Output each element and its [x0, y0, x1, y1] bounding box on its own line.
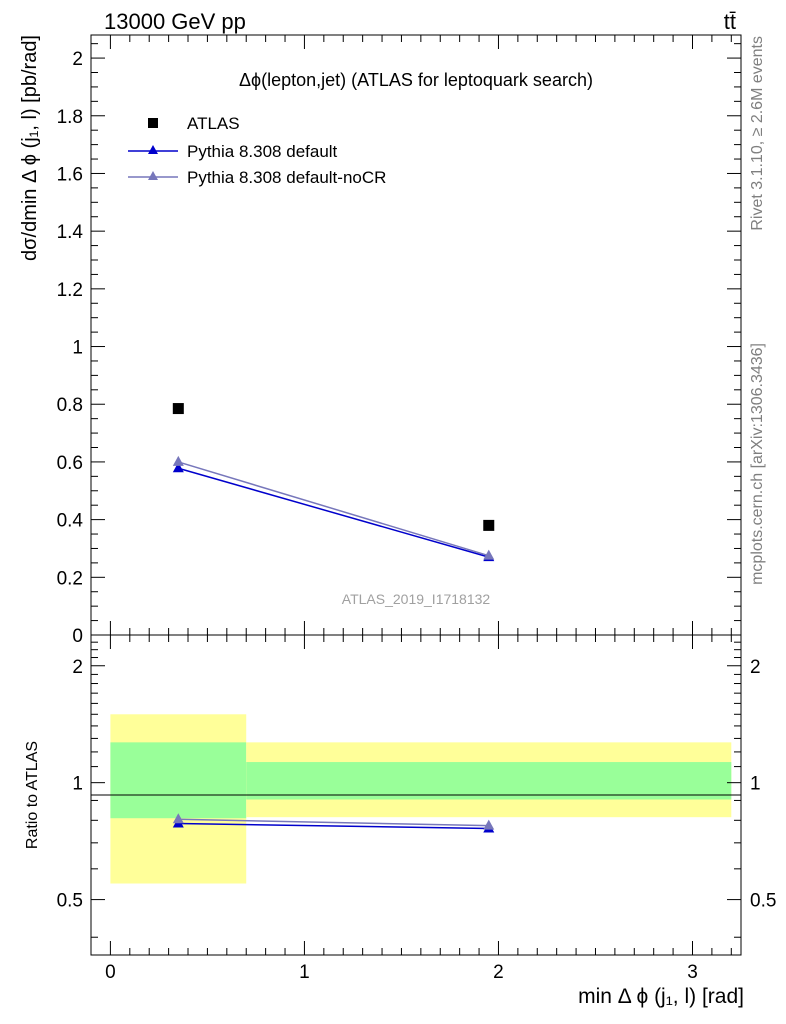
main-x-ticks: [109, 35, 732, 635]
main-y-tick-label: 0.6: [57, 453, 83, 474]
main-y-tick-label: 0.4: [57, 511, 84, 532]
legend-pythia-nocr-marker: [148, 171, 158, 180]
atlas-data-point: [483, 519, 495, 531]
ratio-panel-frame: [90, 634, 742, 956]
ratio-y-axis-title: Ratio to ATLAS: [24, 741, 41, 849]
legend-entry-pythia-default: Pythia 8.308 default: [128, 142, 338, 161]
pythia-nocr-point: [483, 549, 495, 560]
x-tick-label: 3: [687, 962, 698, 983]
legend-entry-pythia-nocr: Pythia 8.308 default-noCR: [128, 168, 386, 187]
x-tick-label: 0: [105, 962, 116, 983]
pythia-nocr-line: [178, 461, 489, 557]
ratio-pythia-nocr-point: [483, 819, 495, 830]
x-tick-label: 2: [493, 962, 504, 983]
ratio-inner-band: [110, 742, 247, 819]
mcplots-label: mcplots.cern.ch [arXiv:1306.3436]: [749, 343, 766, 585]
main-y-tick-label: 0: [72, 626, 83, 647]
main-panel: 0 0.2 0.4 0.6 0.8 1 1.2 1.4 1.6 1.8 2 Δϕ(lepton,je…: [19, 34, 742, 647]
ratio-y-tick-label-right: 1: [750, 774, 761, 795]
process-label: tt̄: [724, 9, 736, 34]
legend-atlas-marker: [148, 118, 158, 128]
main-y-tick-label: 0.8: [57, 395, 83, 416]
legend-atlas-label: ATLAS: [187, 114, 240, 133]
main-plot-title: Δϕ(lepton,jet) (ATLAS for leptoquark sea…: [239, 70, 593, 90]
ratio-y-tick-label-left: 0.5: [57, 891, 83, 912]
main-y-tick-label: 0.2: [57, 568, 83, 589]
main-data-marks: [172, 403, 495, 562]
legend-pythia-default-marker: [148, 145, 158, 154]
pythia-default-point: [172, 462, 184, 473]
legend-pythia-nocr-label: Pythia 8.308 default-noCR: [187, 168, 386, 187]
main-y-tick-label: 2: [72, 49, 83, 70]
ratio-y-axis: 0.5 0.5 1 1 2 2: [57, 641, 776, 938]
main-y-tick-label: 1: [72, 338, 83, 359]
energy-label: 13000 GeV pp: [104, 9, 246, 34]
x-axis-title: min Δ ϕ (j₁, l) [rad]: [578, 985, 744, 1008]
main-y-tick-label: 1.4: [57, 222, 84, 243]
ratio-y-tick-label-left: 1: [72, 774, 83, 795]
rivet-version-label: Rivet 3.1.10, ≥ 2.6M events: [749, 36, 766, 231]
legend-pythia-default-label: Pythia 8.308 default: [187, 142, 338, 161]
ratio-y-tick-label-right: 0.5: [750, 891, 776, 912]
ratio-y-tick-label-right: 2: [750, 657, 761, 678]
main-y-axis: 0 0.2 0.4 0.6 0.8 1 1.2 1.4 1.6 1.8 2: [57, 43, 741, 647]
ratio-y-tick-label-left: 2: [72, 657, 83, 678]
pythia-default-line: [178, 467, 489, 558]
legend: ATLAS Pythia 8.308 default Pythia 8.308 …: [128, 114, 386, 187]
ratio-data-marks: [172, 813, 495, 833]
atlas-data-point: [172, 403, 184, 415]
ratio-pythia-nocr-point: [172, 813, 184, 824]
main-y-tick-label: 1.2: [57, 280, 83, 301]
main-y-tick-label: 1.6: [57, 164, 83, 185]
analysis-watermark: ATLAS_2019_I1718132: [342, 591, 491, 607]
legend-entry-atlas: ATLAS: [148, 114, 240, 133]
ratio-pythia-default-line: [178, 822, 489, 830]
main-y-tick-label: 1.8: [57, 107, 83, 128]
main-y-axis-title: dσ/dmin Δ ϕ (j₁, l) [pb/rad]: [19, 35, 41, 261]
ratio-inner-band: [246, 762, 732, 800]
ratio-x-axis: 0 1 2 3: [105, 635, 732, 983]
x-tick-label: 1: [299, 962, 310, 983]
ratio-uncertainty-bands: [110, 714, 732, 884]
ratio-pythia-nocr-line: [178, 818, 489, 827]
pythia-nocr-point: [172, 455, 184, 466]
ratio-panel: 0.5 0.5 1 1 2 2 0 1 2 3 Ratio to ATLAS min Δ ϕ (…: [24, 634, 776, 1008]
